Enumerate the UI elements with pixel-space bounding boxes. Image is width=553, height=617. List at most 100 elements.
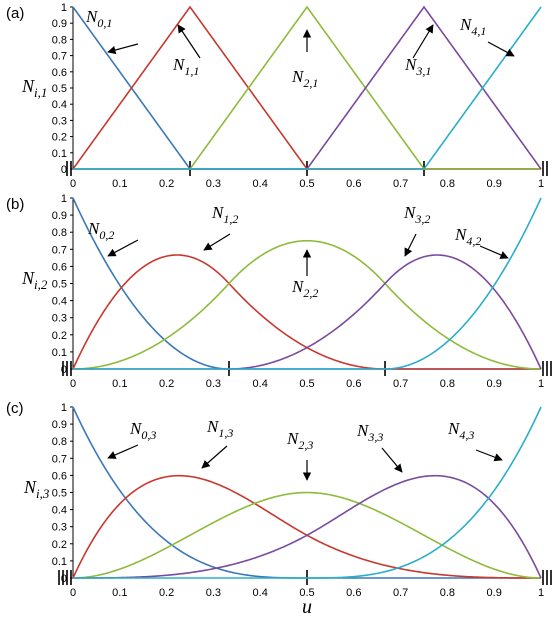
x-tick-label: 0.1 <box>112 378 127 390</box>
label-arrow <box>487 41 515 57</box>
y-tick-label: 0.6 <box>52 261 67 273</box>
series-label: N3,3 <box>356 421 383 444</box>
label-arrow <box>203 233 231 251</box>
x-tick-label: 1 <box>538 587 544 599</box>
x-tick-label: 0.4 <box>253 178 268 190</box>
series-label-base: N <box>206 417 220 436</box>
y-tick-label: 0.6 <box>52 470 67 482</box>
series-label-base: N <box>85 7 99 26</box>
series-label: N4,3 <box>447 419 474 442</box>
series-line-N4-1 <box>73 6 542 170</box>
y-tick-label: 0.8 <box>52 227 67 239</box>
y-tick-label: 1 <box>61 2 67 14</box>
series-label: N2,1 <box>291 67 318 90</box>
label-arrow <box>479 245 509 259</box>
series-line-N4-3 <box>73 406 542 579</box>
y-axis-label: Ni,3 <box>23 477 50 501</box>
x-tick-label: 0.2 <box>159 587 174 599</box>
series-label-sub: 3,2 <box>414 212 430 226</box>
label-arrow <box>475 449 503 462</box>
series-label-base: N <box>454 225 468 244</box>
x-tick-label: 0.6 <box>346 178 361 190</box>
series-label-base: N <box>172 55 186 74</box>
series-label-base: N <box>291 277 305 296</box>
series-label: N1,2 <box>211 203 238 226</box>
series-label: N0,1 <box>85 7 112 30</box>
x-tick-label: 0 <box>70 378 76 390</box>
series-label-sub: 2,1 <box>303 76 318 90</box>
y-tick-label: 0.7 <box>52 453 67 465</box>
series-label-base: N <box>286 429 300 448</box>
series-label: N1,3 <box>206 417 233 440</box>
label-arrow <box>201 445 228 469</box>
y-axis-label-sub: i,3 <box>36 486 50 501</box>
series-line-N1-3 <box>72 474 541 579</box>
series-label: N1,1 <box>172 55 199 78</box>
y-tick-label: 0.4 <box>52 99 67 111</box>
series-label: N0,2 <box>87 219 114 242</box>
x-tick-label: 0.7 <box>393 178 408 190</box>
x-tick-label: 0.9 <box>487 587 502 599</box>
series-label-sub: 4,2 <box>466 234 481 248</box>
series-line-N4-2 <box>73 197 542 370</box>
y-tick-label: 0.2 <box>52 132 67 144</box>
panel-c: (c) 0 0.1 0.2 0.3 0.4 0.5 0.6 0.7 0.8 0.9 1 0 0.1 0.2 0… <box>6 400 552 617</box>
series-line-N2-3 <box>72 491 542 579</box>
y-tick-label: 0.7 <box>52 51 67 63</box>
y-tick-label: 0 <box>61 164 67 176</box>
series-label-sub: 2,2 <box>303 286 318 300</box>
y-axis-label-base: N <box>21 268 35 288</box>
y-tick-label: 1 <box>61 193 67 205</box>
y-axis-label-sub: i,2 <box>34 277 48 292</box>
series-label-sub: 0,2 <box>99 228 114 242</box>
series-label-base: N <box>403 203 417 222</box>
x-tick-label: 0.8 <box>440 378 455 390</box>
x-tick-label: 1 <box>538 378 544 390</box>
y-tick-label: 0.7 <box>52 244 67 256</box>
x-tick-label: 0.6 <box>346 587 361 599</box>
y-axis-label: Ni,2 <box>21 268 48 292</box>
series-label-base: N <box>447 419 461 438</box>
series-label: N3,2 <box>403 203 430 226</box>
label-arrow <box>404 233 417 257</box>
series-label-base: N <box>211 203 225 222</box>
x-tick-label: 0 <box>70 178 76 190</box>
y-tick-label: 0 <box>61 364 67 376</box>
x-tick-label: 0.5 <box>299 178 314 190</box>
series-line-N3-3 <box>73 474 542 579</box>
y-axis-label-base: N <box>21 76 35 96</box>
y-tick-label: 0.3 <box>52 115 67 127</box>
x-tick-label: 0.7 <box>393 587 408 599</box>
panel-label: (c) <box>6 400 24 417</box>
y-tick-label: 0.5 <box>52 83 67 95</box>
y-tick-label: 0 <box>61 573 67 585</box>
series-label-base: N <box>87 219 101 238</box>
series-label-base: N <box>356 421 370 440</box>
y-tick-label: 0.5 <box>52 279 67 291</box>
series-label-sub: 3,1 <box>415 64 431 78</box>
y-tick-label: 0.9 <box>52 210 67 222</box>
y-tick-label: 1 <box>61 402 67 414</box>
y-tick-label: 0.4 <box>52 296 67 308</box>
y-tick-label: 0.1 <box>52 347 67 359</box>
label-arrow <box>107 239 139 257</box>
series-label: N4,1 <box>459 15 486 38</box>
panel-label: (a) <box>6 5 24 22</box>
y-tick-label: 0.8 <box>52 34 67 46</box>
x-tick-label: 0.9 <box>487 178 502 190</box>
series-label-base: N <box>459 15 473 34</box>
y-tick-label: 0.2 <box>52 330 67 342</box>
x-tick-label: 0.9 <box>487 378 502 390</box>
x-tick-label: 0.4 <box>253 378 268 390</box>
x-tick-label: 0.8 <box>440 587 455 599</box>
label-arrow <box>107 43 139 55</box>
x-tick-label: 1 <box>538 178 544 190</box>
series-label-sub: 1,3 <box>218 426 233 440</box>
label-arrow <box>381 447 403 473</box>
series-label-base: N <box>291 67 305 86</box>
series-label-sub: 4,3 <box>459 428 474 442</box>
label-arrow <box>177 24 201 59</box>
x-tick-label: 0.3 <box>206 178 221 190</box>
y-tick-label: 0.4 <box>52 505 67 517</box>
